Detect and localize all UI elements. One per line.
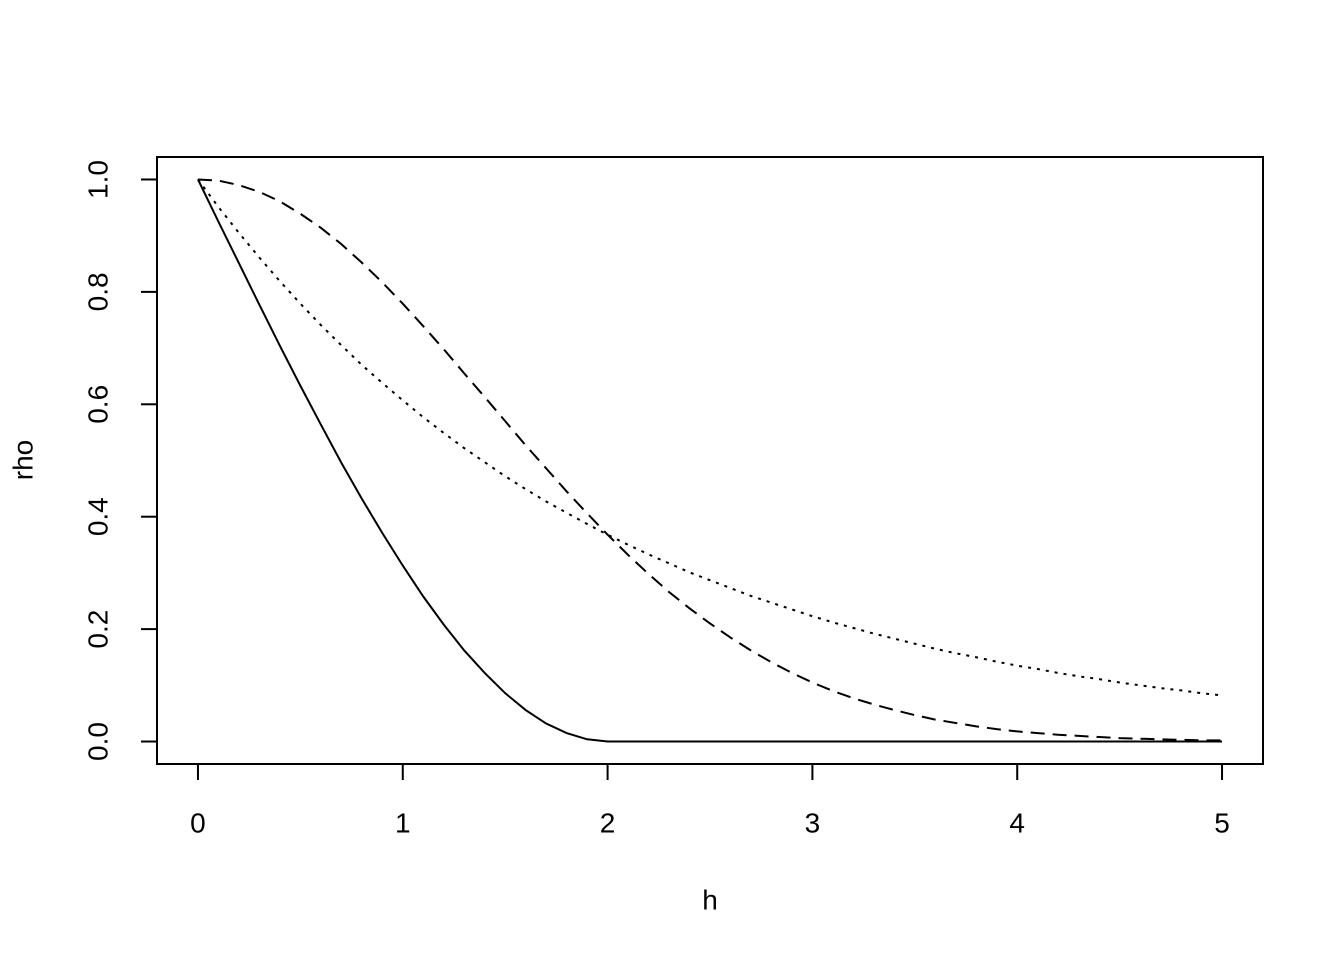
y-tick-label: 0.0: [82, 722, 113, 761]
x-tick-label: 1: [395, 807, 411, 838]
y-tick-label: 0.6: [82, 385, 113, 424]
x-tick-label: 0: [190, 807, 206, 838]
y-axis-label: rho: [7, 440, 38, 480]
x-tick-label: 5: [1214, 807, 1230, 838]
x-tick-label: 2: [600, 807, 616, 838]
plot-frame: [156, 156, 1264, 765]
line-series: [197, 178, 1223, 697]
y-tick-label: 0.4: [82, 497, 113, 536]
x-tick-label: 3: [805, 807, 821, 838]
y-tick-label: 0.2: [82, 610, 113, 649]
line-series: [197, 178, 1223, 742]
y-tick-label: 1.0: [82, 160, 113, 199]
y-tick-label: 0.8: [82, 272, 113, 311]
x-tick-label: 4: [1009, 807, 1025, 838]
x-axis-label: h: [702, 884, 718, 915]
line-series: [197, 179, 1223, 743]
